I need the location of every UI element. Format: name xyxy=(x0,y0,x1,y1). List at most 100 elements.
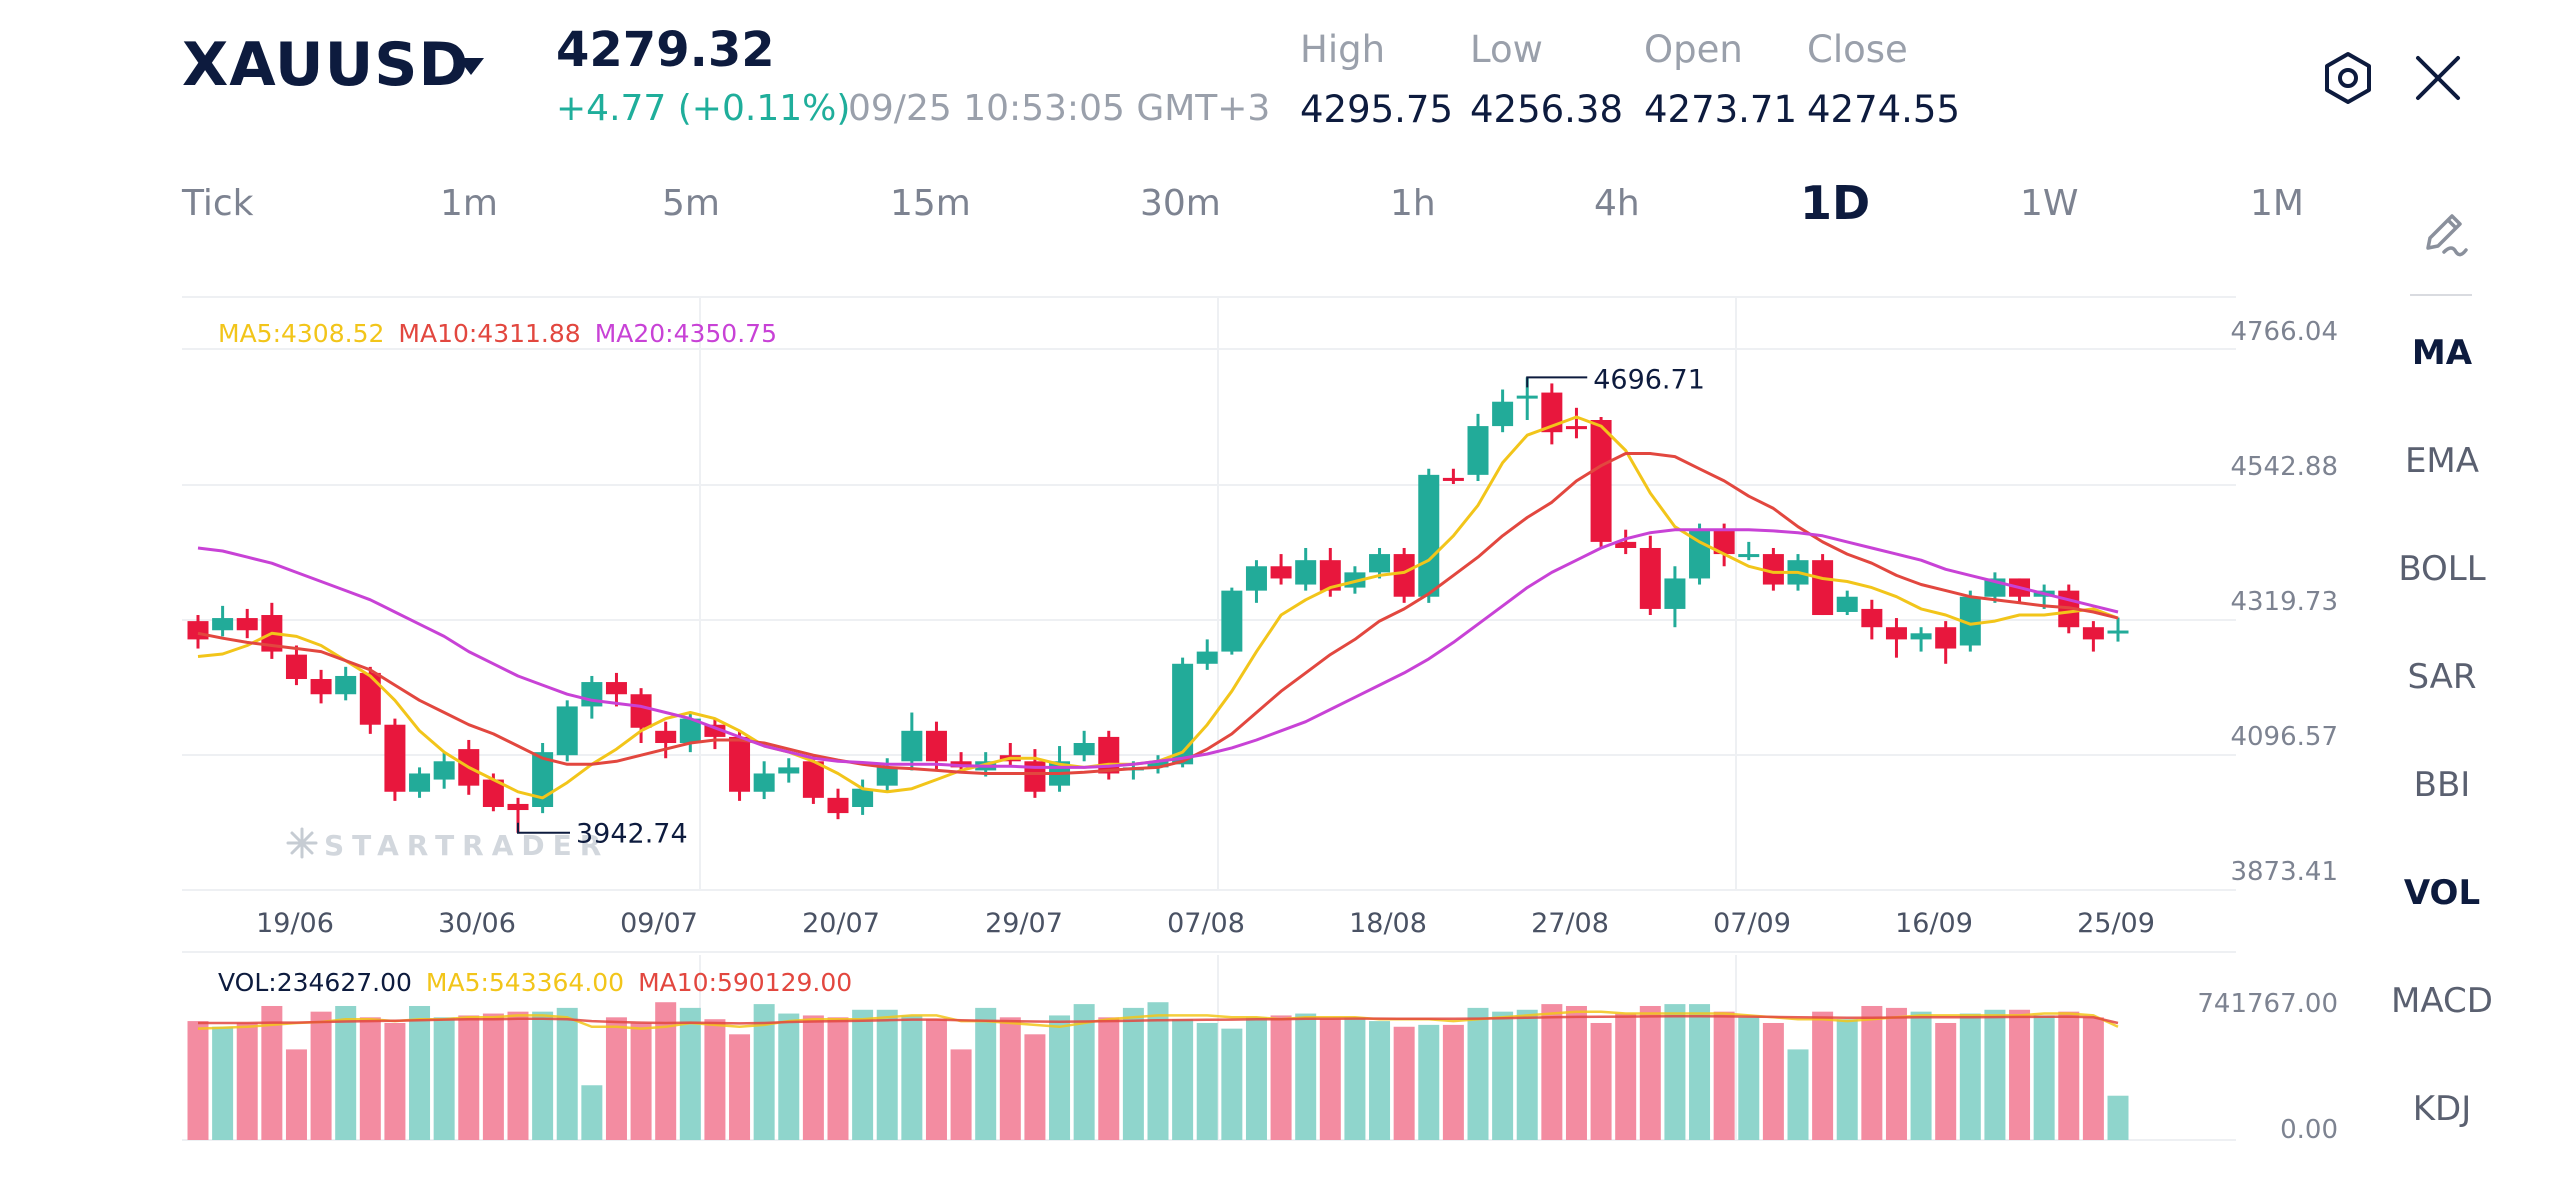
volume-bar xyxy=(335,1005,357,1140)
tab-tick[interactable]: Tick xyxy=(182,183,254,224)
candle-down xyxy=(482,779,504,807)
candle-up xyxy=(1245,566,1267,591)
ma-legend-item: MA5:4308.52 xyxy=(218,319,384,348)
tab-1d[interactable]: 1D xyxy=(1800,176,1871,230)
volume-bar xyxy=(1098,1017,1120,1140)
indicator-bbi[interactable]: BBI xyxy=(2413,765,2471,805)
candle-down xyxy=(729,736,751,792)
low-marker-label: 3942.74 xyxy=(576,819,688,850)
volume-bar xyxy=(532,1011,554,1140)
high-marker-label: 4696.71 xyxy=(1593,364,1705,395)
tab-4h[interactable]: 4h xyxy=(1594,183,1640,224)
high-label: High xyxy=(1300,28,1386,71)
tab-15m[interactable]: 15m xyxy=(890,183,971,224)
quote-timestamp: 09/25 10:53:05 GMT+3 xyxy=(848,88,1271,129)
tab-1h[interactable]: 1h xyxy=(1390,183,1436,224)
volume-bar xyxy=(1861,1005,1883,1140)
candle-down xyxy=(1639,547,1661,609)
candle-down xyxy=(1393,554,1415,597)
candle-up xyxy=(1516,395,1538,399)
volume-bar xyxy=(925,1019,947,1140)
volume-bar xyxy=(1910,1011,1932,1140)
tab-1m[interactable]: 1m xyxy=(440,183,498,224)
tab-5m[interactable]: 5m xyxy=(662,183,720,224)
indicator-boll[interactable]: BOLL xyxy=(2398,549,2486,589)
candle-down xyxy=(1762,554,1784,585)
volume-bar xyxy=(1221,1028,1243,1140)
volume-bar xyxy=(753,1004,775,1140)
y-tick-label: 4766.04 xyxy=(2230,317,2338,347)
candle-down xyxy=(655,730,677,744)
x-tick-label: 25/09 xyxy=(2077,908,2155,939)
candle-up xyxy=(753,773,775,792)
candle-down xyxy=(630,694,652,728)
volume-bar xyxy=(2058,1011,2080,1140)
volume-bar xyxy=(187,1021,209,1140)
low-marker-line xyxy=(517,822,570,834)
close-button[interactable] xyxy=(2408,48,2468,108)
price-ma-lines xyxy=(197,415,2119,800)
volume-bar xyxy=(2033,1015,2055,1140)
candle-down xyxy=(1615,541,1637,548)
candle-down xyxy=(802,761,824,798)
settings-button[interactable] xyxy=(2318,48,2378,108)
tab-1m-month[interactable]: 1M xyxy=(2250,183,2304,224)
volume-bar xyxy=(1812,1011,1834,1140)
candle-up xyxy=(1221,590,1243,652)
draw-tool-button[interactable] xyxy=(2414,208,2474,264)
volume-bar xyxy=(1122,1007,1144,1140)
ma-legend-item: MA10:4311.88 xyxy=(398,319,580,348)
candle-up xyxy=(1910,633,1932,640)
candle-up xyxy=(1836,596,1858,612)
candle-up xyxy=(335,675,357,695)
candle-up xyxy=(1959,596,1981,646)
close-x-icon xyxy=(2416,56,2460,100)
volume-bar xyxy=(1639,1005,1661,1140)
candle-down xyxy=(1713,529,1735,555)
x-tick-label: 09/07 xyxy=(620,908,698,939)
volume-bar xyxy=(236,1022,258,1140)
volume-bar xyxy=(1492,1011,1514,1140)
y-tick-label: 4319.73 xyxy=(2230,587,2338,617)
candle-down xyxy=(1319,560,1341,591)
tab-1w[interactable]: 1W xyxy=(2020,183,2079,224)
tab-30m[interactable]: 30m xyxy=(1140,183,1221,224)
volume-bar xyxy=(1418,1024,1440,1140)
candle-down xyxy=(285,654,307,680)
vol-ma5-line xyxy=(197,1010,2119,1030)
candle-down xyxy=(1590,420,1612,542)
indicator-kdj[interactable]: KDJ xyxy=(2412,1089,2472,1129)
candle-up xyxy=(876,767,898,786)
volume-bar xyxy=(409,1005,431,1140)
symbol-dropdown-caret-icon[interactable] xyxy=(458,58,484,75)
indicator-ema[interactable]: EMA xyxy=(2404,441,2480,481)
candles xyxy=(187,377,2129,833)
open-value: 4273.71 xyxy=(1644,88,1798,131)
indicator-vol[interactable]: VOL xyxy=(2403,873,2481,913)
indicator-macd[interactable]: MACD xyxy=(2391,981,2493,1021)
volume-bar xyxy=(1147,1002,1169,1140)
volume-bar xyxy=(950,1049,972,1140)
candle-up xyxy=(556,706,578,756)
volume-bar xyxy=(1369,1021,1391,1140)
volume-bar xyxy=(704,1019,726,1140)
vol-ma10-line xyxy=(198,1014,2119,1025)
volume-bar xyxy=(729,1034,751,1140)
indicator-ma[interactable]: MA xyxy=(2411,333,2473,373)
volume-bar xyxy=(1984,1009,2006,1140)
hexagon-settings-icon xyxy=(2325,52,2371,104)
volume-bar xyxy=(1049,1015,1071,1140)
candle-up xyxy=(852,788,874,807)
volume-bar xyxy=(1762,1022,1784,1140)
volume-bar xyxy=(1245,1017,1267,1140)
symbol-selector[interactable]: XAUUSD xyxy=(182,30,470,100)
indicator-sar[interactable]: SAR xyxy=(2407,657,2477,697)
candle-down xyxy=(605,682,627,695)
x-tick-label: 20/07 xyxy=(802,908,880,939)
volume-bar xyxy=(482,1013,504,1140)
candle-up xyxy=(409,773,431,792)
volume-bar xyxy=(679,1007,701,1140)
candle-down xyxy=(827,797,849,814)
chart-legends: MA5:4308.52 MA10:4311.88 MA20:4350.75 VOL:2… xyxy=(218,319,852,997)
